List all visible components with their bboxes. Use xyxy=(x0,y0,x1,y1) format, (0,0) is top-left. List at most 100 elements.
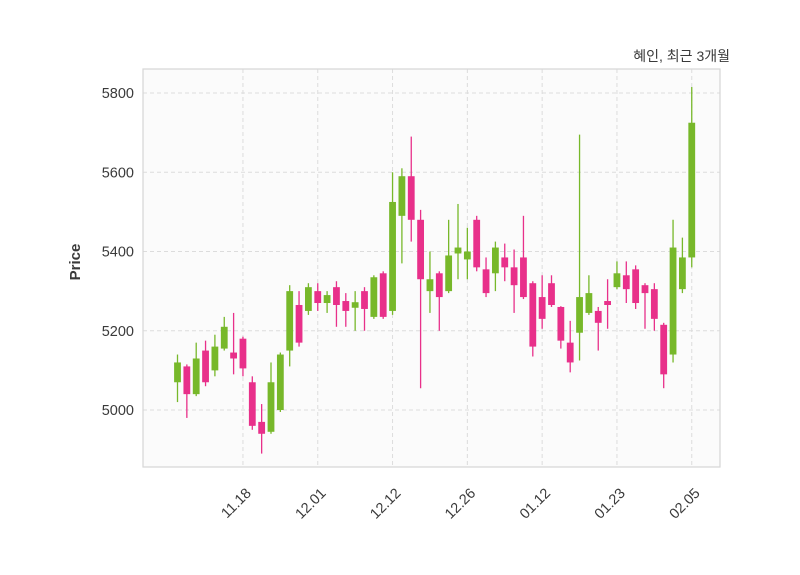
candle-body xyxy=(258,421,266,434)
y-tick-label: 5800 xyxy=(102,86,134,102)
x-tick-label: 12.12 xyxy=(367,486,404,523)
candle-31 xyxy=(463,227,471,280)
y-tick-labels: 5000 5200 5400 5600 5800 xyxy=(102,86,134,419)
candle-body xyxy=(529,283,537,347)
candle-body xyxy=(211,346,219,371)
candle-body xyxy=(622,275,630,290)
chart-title: 혜인, 최근 3개월 xyxy=(633,48,730,64)
x-tick-label: 12.01 xyxy=(293,486,330,523)
candle-body xyxy=(557,306,565,341)
candle-body xyxy=(445,255,453,292)
candle-12 xyxy=(286,285,294,367)
candle-41 xyxy=(557,306,565,349)
candle-body xyxy=(417,219,424,280)
candle-39 xyxy=(538,275,546,329)
candle-32 xyxy=(473,215,481,272)
candle-28 xyxy=(435,271,443,331)
candle-7 xyxy=(239,336,247,377)
candle-body xyxy=(585,293,593,313)
candle-6 xyxy=(230,312,237,375)
candle-body xyxy=(230,352,237,359)
y-tick-label: 5600 xyxy=(102,165,134,181)
candle-14 xyxy=(305,283,312,315)
candle-body xyxy=(174,362,181,383)
candle-body xyxy=(379,273,387,317)
candle-body xyxy=(501,257,509,268)
candle-46 xyxy=(604,279,611,329)
candle-body xyxy=(520,257,527,298)
candle-3 xyxy=(202,340,209,387)
y-axis-label: Price xyxy=(67,244,84,281)
candle-36 xyxy=(510,249,518,313)
candle-37 xyxy=(520,215,527,300)
candle-13 xyxy=(295,291,303,347)
candle-body xyxy=(192,358,200,395)
candle-49 xyxy=(632,265,640,309)
candle-21 xyxy=(370,275,378,319)
plot-frame xyxy=(142,68,721,468)
candle-30 xyxy=(454,203,462,280)
x-tick-label: 02.05 xyxy=(667,486,704,523)
candle-body xyxy=(538,297,546,319)
candle-10 xyxy=(267,362,275,434)
candle-body xyxy=(669,247,677,355)
candle-24 xyxy=(398,168,406,264)
candle-54 xyxy=(679,237,686,294)
candle-body xyxy=(435,273,443,298)
candle-body xyxy=(679,257,686,290)
candle-51 xyxy=(650,283,658,331)
candle-9 xyxy=(258,404,266,454)
candle-body xyxy=(576,297,583,333)
candle-8 xyxy=(248,376,256,430)
candle-50 xyxy=(641,283,649,329)
candle-2 xyxy=(192,342,200,397)
candle-body xyxy=(286,291,294,351)
candle-48 xyxy=(622,261,630,304)
candle-body xyxy=(660,324,668,375)
plot-background xyxy=(143,69,720,467)
candle-body xyxy=(482,269,490,294)
candle-22 xyxy=(379,271,387,319)
candle-body xyxy=(361,291,368,309)
candle-45 xyxy=(594,306,602,351)
candle-body xyxy=(688,122,696,258)
candle-body xyxy=(398,176,406,216)
candle-body xyxy=(305,287,312,311)
x-tick-label: 12.26 xyxy=(442,486,479,523)
candle-5 xyxy=(220,316,228,351)
candle-body xyxy=(202,350,209,383)
candle-body xyxy=(267,382,275,432)
candle-body xyxy=(183,366,191,395)
candle-body xyxy=(632,269,640,304)
candle-17 xyxy=(333,281,340,327)
x-tick-labels: 11.18 12.01 12.12 12.26 01.12 01.23 02.05 xyxy=(219,486,704,523)
candle-body xyxy=(426,279,434,292)
candle-body xyxy=(594,310,602,323)
candle-body xyxy=(333,287,340,305)
candle-20 xyxy=(361,287,368,331)
candle-33 xyxy=(482,257,490,298)
candle-23 xyxy=(389,172,396,315)
y-tick-label: 5400 xyxy=(102,245,134,261)
candle-44 xyxy=(585,275,593,315)
candle-34 xyxy=(492,241,499,292)
candle-body xyxy=(604,301,611,305)
y-tick-label: 5000 xyxy=(102,403,134,419)
candle-body xyxy=(248,382,256,426)
candle-18 xyxy=(342,293,350,327)
candle-11 xyxy=(276,352,284,412)
candle-26 xyxy=(417,209,424,389)
candle-body xyxy=(650,289,658,319)
candle-body xyxy=(473,219,481,268)
candle-40 xyxy=(548,275,555,307)
candle-body xyxy=(351,302,359,308)
candle-43 xyxy=(576,134,583,361)
candle-19 xyxy=(351,291,359,331)
candle-body xyxy=(220,326,228,349)
candle-1 xyxy=(183,364,191,418)
candle-52 xyxy=(660,322,668,389)
candle-0 xyxy=(174,354,181,403)
candle-42 xyxy=(566,320,574,373)
